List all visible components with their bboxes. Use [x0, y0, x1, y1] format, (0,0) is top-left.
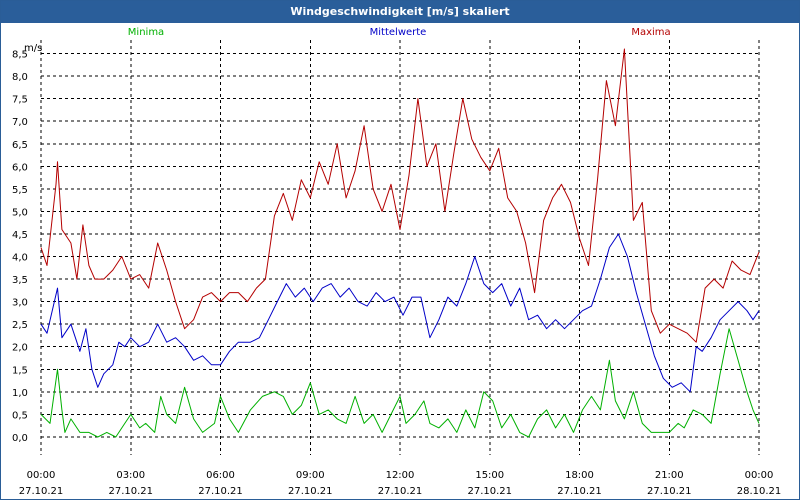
- x-tick-time: 06:00: [206, 470, 235, 481]
- y-tick-label: 7,5: [12, 95, 28, 106]
- x-tick-time: 18:00: [565, 470, 594, 481]
- y-tick-label: 1,0: [12, 388, 28, 399]
- y-tick-label: 7,0: [12, 117, 28, 128]
- x-tick-date: 27.10.21: [557, 486, 602, 497]
- x-tick-time: 03:00: [116, 470, 145, 481]
- x-tick-date: 27.10.21: [467, 486, 512, 497]
- y-tick-label: 8,5: [12, 50, 28, 61]
- y-tick-label: 8,0: [12, 72, 28, 83]
- x-tick-time: 09:00: [296, 470, 325, 481]
- y-tick-label: 2,0: [12, 343, 28, 354]
- window-title: Windgeschwindigkeit [m/s] skaliert: [1, 1, 799, 23]
- series-line-minima: [40, 328, 760, 438]
- line-chart: 0,0 0,5 1,0 1,5 2,0 2,5 3,0 3,5 4,0 4,5 5,0 5,5 6,0 6…: [12, 27, 781, 497]
- x-tick-date: 27.10.21: [378, 486, 423, 497]
- axes: 0,0 0,5 1,0 1,5 2,0 2,5 3,0 3,5 4,0 4,5 5,0 5,5 6,0 6…: [12, 43, 781, 497]
- grid: [40, 40, 760, 455]
- y-tick-label: 4,5: [12, 230, 28, 241]
- x-tick-time: 15:00: [475, 470, 504, 481]
- series-line-maxima: [40, 48, 760, 343]
- y-tick-label: 6,5: [12, 140, 28, 151]
- legend-item-minima: Minima: [128, 27, 164, 38]
- legend: Minima Mittelwerte Maxima: [128, 27, 671, 38]
- y-tick-label: 2,5: [12, 320, 28, 331]
- y-tick-label: 3,0: [12, 298, 28, 309]
- y-tick-label: 3,5: [12, 275, 28, 286]
- x-tick-time: 21:00: [655, 470, 684, 481]
- y-tick-label: 1,5: [12, 365, 28, 376]
- series-line-mittelwerte: [40, 233, 760, 393]
- y-tick-label: 4,0: [12, 253, 28, 264]
- y-axis-label: m/s: [24, 43, 42, 54]
- y-tick-label: 6,0: [12, 162, 28, 173]
- x-tick-date: 27.10.21: [108, 486, 153, 497]
- x-tick-date: 28.10.21: [737, 486, 782, 497]
- y-tick-label: 0,5: [12, 410, 28, 421]
- series-lines: [40, 48, 760, 438]
- x-tick-date: 27.10.21: [647, 486, 692, 497]
- legend-item-mittelwerte: Mittelwerte: [370, 27, 427, 38]
- y-tick-label: 5,5: [12, 185, 28, 196]
- legend-item-maxima: Maxima: [631, 27, 670, 38]
- y-tick-label: 0,0: [12, 433, 28, 444]
- x-tick-time: 12:00: [386, 470, 415, 481]
- x-tick-time: 00:00: [27, 470, 56, 481]
- x-tick-date: 27.10.21: [198, 486, 243, 497]
- x-tick-time: 00:00: [745, 470, 774, 481]
- y-tick-label: 5,0: [12, 207, 28, 218]
- x-tick-date: 27.10.21: [288, 486, 333, 497]
- x-tick-date: 27.10.21: [19, 486, 64, 497]
